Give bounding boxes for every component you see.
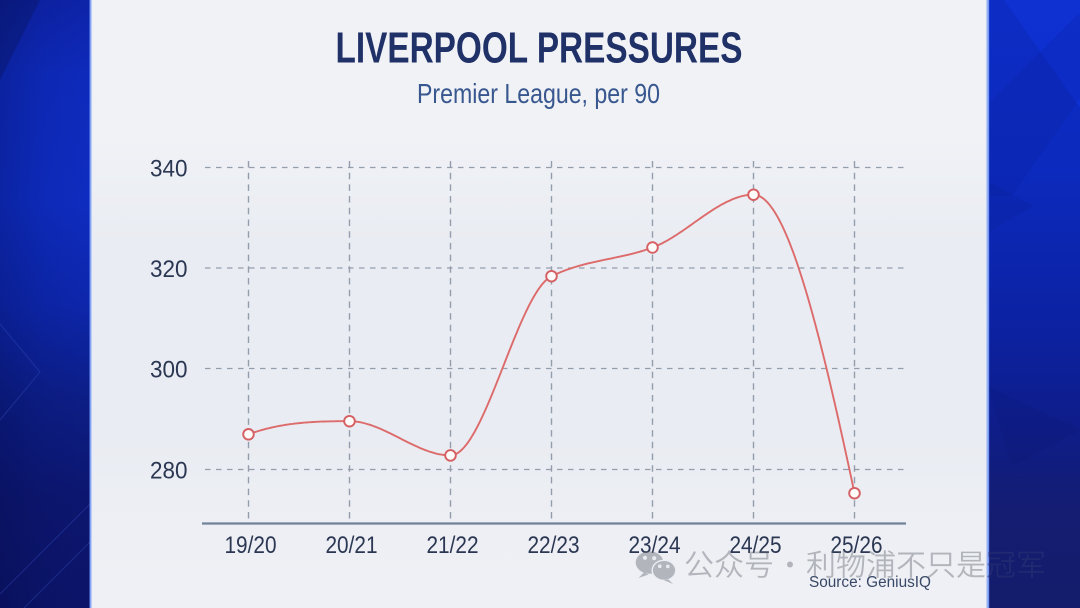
svg-text:20/21: 20/21 [326,532,378,559]
svg-text:22/23: 22/23 [528,532,580,559]
svg-text:Premier League, per 90: Premier League, per 90 [417,78,660,109]
svg-text:320: 320 [150,256,188,283]
svg-text:19/20: 19/20 [225,532,277,559]
svg-text:Source: GeniusIQ: Source: GeniusIQ [809,574,931,591]
svg-text:25/26: 25/26 [831,532,883,559]
svg-text:23/24: 23/24 [629,532,681,559]
svg-text:300: 300 [150,357,188,384]
svg-text:21/22: 21/22 [427,532,479,559]
svg-text:340: 340 [150,156,188,183]
svg-text:24/25: 24/25 [730,532,782,559]
svg-text:LIVERPOOL PRESSURES: LIVERPOOL PRESSURES [336,25,743,73]
svg-text:280: 280 [150,458,188,485]
